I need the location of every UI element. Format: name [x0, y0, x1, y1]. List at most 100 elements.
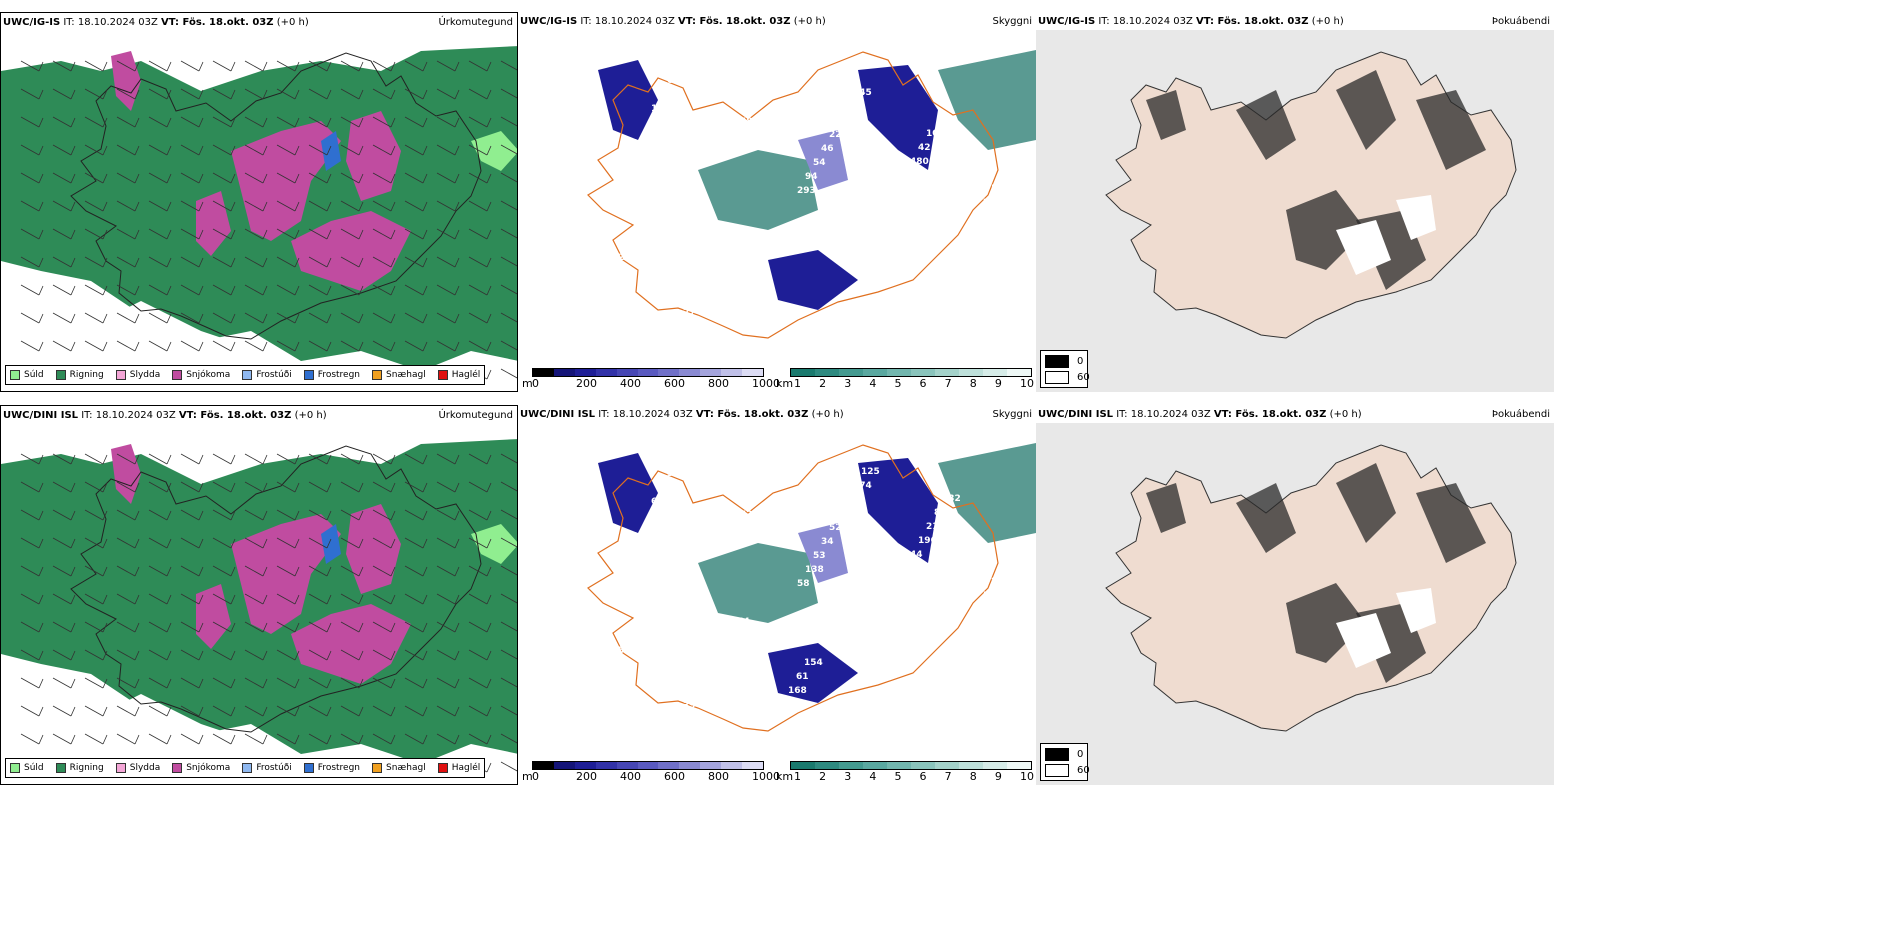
wind-barb	[468, 733, 492, 745]
wind-barb	[84, 677, 108, 689]
cloud-base-value: 52	[740, 510, 753, 520]
wind-barb	[52, 312, 76, 324]
cloud-base-value: 274	[853, 481, 872, 491]
legend-label: Súld	[24, 370, 44, 380]
panel-header: UWC/IG-IS IT: 18.10.2024 03Z VT: Fös. 18…	[1038, 16, 1344, 27]
wind-barb	[436, 537, 460, 549]
colorbar-segment	[815, 369, 839, 376]
wind-barb	[180, 677, 204, 689]
fog-map	[1036, 30, 1554, 392]
legend-label: Snæhagl	[386, 370, 426, 380]
colorbar-tick: 6	[919, 770, 927, 783]
colorbar-segment	[637, 369, 659, 376]
wind-barb	[500, 593, 517, 604]
colorbar-segment	[616, 762, 638, 769]
wind-barb	[244, 312, 268, 324]
panel-title: Úrkomutegund	[438, 410, 513, 421]
colorbar-segment	[1007, 369, 1031, 376]
cloud-base-value: 226	[829, 130, 848, 140]
panel-title: Skyggni	[992, 16, 1032, 27]
wind-barb	[340, 509, 364, 521]
wind-barb	[500, 649, 517, 660]
cloud-base-value: 293	[902, 171, 921, 181]
panel-header: UWC/DINI ISL IT: 18.10.2024 03Z VT: Fös.…	[520, 409, 844, 420]
wind-barb	[244, 621, 268, 633]
cloud-base-value: 189	[651, 104, 670, 114]
wind-barb	[372, 228, 396, 240]
precip-legend-item: Súld	[10, 763, 44, 773]
colorbar-strip	[532, 368, 764, 377]
wind-barb	[468, 256, 492, 268]
colorbar-segment	[983, 762, 1007, 769]
wind-barb	[212, 649, 236, 661]
colorbar-tick: 5	[894, 770, 902, 783]
wind-barb	[148, 537, 172, 549]
colorbar-segment	[742, 369, 763, 376]
colorbar-tick: 600	[664, 770, 685, 783]
precip-area	[291, 211, 411, 291]
wind-barb	[244, 144, 268, 156]
wind-barb	[372, 60, 396, 72]
cloud-base-value: 271	[870, 620, 889, 630]
wind-barb	[116, 481, 140, 493]
wind-barb	[212, 677, 236, 689]
wind-barb	[20, 228, 44, 240]
wind-barb	[308, 60, 332, 72]
wind-barb	[84, 284, 108, 296]
colorbar-segment	[574, 762, 596, 769]
wind-barb	[372, 144, 396, 156]
cloud-base-value: 108	[926, 129, 945, 139]
cloud-base-value: 166	[943, 661, 962, 671]
cloud-area	[698, 150, 818, 230]
fog-swatch-high	[1045, 371, 1069, 384]
wind-barb	[212, 481, 236, 493]
wind-barb	[20, 621, 44, 633]
precip-map	[1, 46, 517, 380]
precip-area	[231, 121, 341, 241]
wind-barb	[436, 60, 460, 72]
colorbar-tick: 200	[576, 377, 597, 390]
wind-barb	[500, 481, 517, 492]
wind-barb	[276, 593, 300, 605]
wind-barb	[340, 565, 364, 577]
wind-barb	[116, 200, 140, 212]
fog-dark-area	[1146, 483, 1186, 533]
wind-barb	[372, 649, 396, 661]
wind-barb	[244, 88, 268, 100]
cloud-base-value: 67	[651, 497, 664, 507]
wind-barb	[180, 733, 204, 745]
precip-legend-item: Snjókoma	[172, 370, 230, 380]
cloud-base-value: 52	[650, 590, 663, 600]
wind-barb	[340, 284, 364, 296]
wind-barb	[180, 593, 204, 605]
colorbar-segment	[839, 762, 863, 769]
colorbar-tick: 1	[794, 770, 801, 783]
cloud-base-value: 103	[626, 239, 645, 249]
colorbar-tick: 3	[844, 770, 852, 783]
wind-barb	[180, 340, 204, 352]
wind-barb	[340, 593, 364, 605]
wind-barb	[52, 733, 76, 745]
wind-barb	[180, 453, 204, 465]
fog-dark-area	[1416, 483, 1486, 563]
wind-barb	[116, 228, 140, 240]
cloud-base-value: 92	[772, 714, 785, 724]
cloud-base-value: 70	[724, 538, 737, 548]
cloud-area	[798, 523, 848, 583]
colorbar-tick: 0	[532, 377, 539, 390]
wind-barb	[500, 60, 517, 71]
cloud-base-value: 34	[821, 537, 834, 547]
legend-label: Frostregn	[317, 763, 361, 773]
wind-barb	[212, 144, 236, 156]
wind-barb	[404, 144, 428, 156]
wind-barb	[372, 537, 396, 549]
precip-legend-item: Haglél	[437, 763, 480, 773]
wind-barb	[372, 256, 396, 268]
cloud-base-value: 52	[869, 713, 882, 723]
wind-barb	[180, 312, 204, 324]
precip-legend-item: Rigning	[55, 370, 104, 380]
wind-barb	[436, 88, 460, 100]
wind-barb	[404, 88, 428, 100]
wind-barb	[436, 340, 460, 352]
wind-barb	[500, 565, 517, 576]
